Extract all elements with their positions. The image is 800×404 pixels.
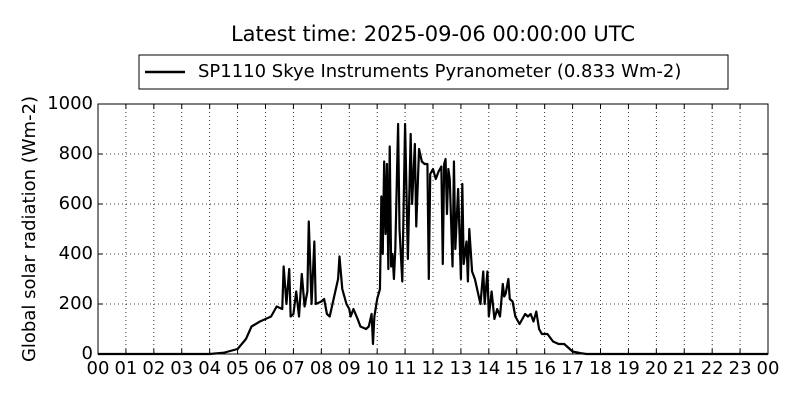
legend-label: SP1110 Skye Instruments Pyranometer (0.8… <box>198 61 681 82</box>
y-tick-label: 400 <box>59 243 93 264</box>
y-axis-label: Global solar radiation (Wm-2) <box>19 96 40 362</box>
x-tick-label: 20 <box>645 358 668 379</box>
x-tick-label: 22 <box>701 358 724 379</box>
y-tick-label: 0 <box>82 343 93 364</box>
x-tick-label: 19 <box>617 358 640 379</box>
y-tick-label: 200 <box>59 293 93 314</box>
x-tick-label: 11 <box>394 358 417 379</box>
x-tick-label: 03 <box>170 358 193 379</box>
legend-box <box>138 54 729 90</box>
x-tick-label: 08 <box>310 358 333 379</box>
x-tick-label: 06 <box>254 358 277 379</box>
x-tick-label: 17 <box>561 358 584 379</box>
chart-title: Latest time: 2025-09-06 00:00:00 UTC <box>231 22 635 46</box>
x-tick-label: 23 <box>729 358 752 379</box>
x-tick-label: 12 <box>422 358 445 379</box>
x-tick-label: 00 <box>87 358 110 379</box>
x-tick-label: 21 <box>673 358 696 379</box>
y-tick-label: 600 <box>59 193 93 214</box>
x-tick-label: 15 <box>505 358 528 379</box>
y-tick-label: 1000 <box>47 93 93 114</box>
x-tick-label: 04 <box>198 358 221 379</box>
plot-frame <box>97 103 769 355</box>
legend: SP1110 Skye Instruments Pyranometer (0.8… <box>138 54 729 90</box>
x-tick-label: 02 <box>142 358 165 379</box>
x-tick-label: 14 <box>477 358 500 379</box>
x-tick-label: 13 <box>449 358 472 379</box>
x-tick-label: 18 <box>589 358 612 379</box>
y-tick-label: 800 <box>59 143 93 164</box>
data-line <box>98 122 768 356</box>
x-tick-label: 01 <box>114 358 137 379</box>
x-tick-label: 10 <box>366 358 389 379</box>
x-tick-label: 16 <box>533 358 556 379</box>
x-tick-label: 09 <box>338 358 361 379</box>
x-tick-label: 07 <box>282 358 305 379</box>
x-tick-label: 05 <box>226 358 249 379</box>
x-tick-label: 00 <box>757 358 780 379</box>
